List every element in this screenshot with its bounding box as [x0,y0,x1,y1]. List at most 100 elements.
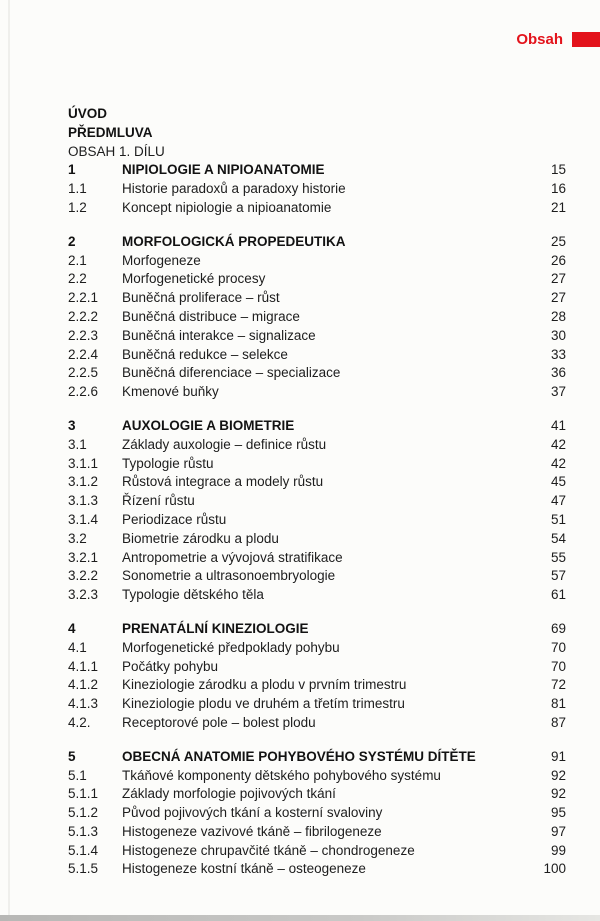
toc-row: 3 AUXOLOGIE A BIOMETRIE 41 [68,417,566,436]
toc-row-page-number: 21 [550,199,566,215]
toc-row-page-number: 55 [550,549,566,565]
toc-row-title: Buněčná redukce – selekce [122,346,288,362]
toc-row-page-number: 28 [550,308,566,324]
toc-row: 5.1.2 Původ pojivových tkání a kosterní s… [68,804,566,823]
toc-row-number: 2.2.6 [68,384,99,400]
toc-row-page-number: 51 [550,511,566,527]
toc-row-title: Počátky pohybu [122,658,219,674]
toc-row-page-number: 42 [550,436,566,452]
toc-row-number: 2.2.4 [68,346,99,362]
toc-row: 5.1.5 Histogeneze kostní tkáně – osteogen… [68,860,566,879]
toc-row-title: Historie paradoxů a paradoxy historie [122,181,346,197]
toc-row-title: Periodizace růstu [122,511,227,527]
toc-row: 1.2 Koncept nipiologie a nipioanatomie 21 [68,199,566,218]
toc-row: 2.2 Morfogenetické procesy 27 [68,270,566,289]
toc-row-number: 4.1.1 [68,658,99,674]
toc-row-number: 2.2.2 [68,308,99,324]
toc-row-title: OBECNÁ ANATOMIE POHYBOVÉHO SYSTÉMU DÍTĚT… [122,748,476,764]
toc-row-page-number: 30 [550,327,566,343]
toc-row: 3.1.2 Růstová integrace a modely růstu 45 [68,473,566,492]
toc-row-page-number: 81 [550,696,566,712]
toc-row-title: Kmenové buňky [122,384,219,400]
toc-row-title: MORFOLOGICKÁ PROPEDEUTIKA [122,233,346,249]
toc-row-page-number: 26 [550,252,566,268]
toc-row-page-number: 54 [550,530,566,546]
toc-row: 2.2.1 Buněčná proliferace – růst 27 [68,289,566,308]
toc-row-number: 5.1.5 [68,861,99,877]
toc-row-title: Histogeneze chrupavčité tkáně – chondrog… [122,842,415,858]
scan-left-edge [8,0,10,921]
toc-row: 1.1 Historie paradoxů a paradoxy historie… [68,180,566,199]
toc-row-title: Typologie dětského těla [122,587,264,603]
toc-row: 4 PRENATÁLNÍ KINEZIOLOGIE 69 [68,620,566,639]
toc-row-title: Receptorové pole – bolest plodu [122,714,316,730]
toc-row: 2.2.5 Buněčná diferenciace – specializace… [68,364,566,383]
toc-row-number: 5.1.3 [68,823,99,839]
toc-row-number: 3.2.3 [68,587,99,603]
toc-row: 5 OBECNÁ ANATOMIE POHYBOVÉHO SYSTÉMU DÍTĚ… [68,748,566,767]
toc-row-page-number: 37 [550,384,566,400]
toc-row: 2.2.3 Buněčná interakce – signalizace 30 [68,327,566,346]
toc-row: 2.2.6 Kmenové buňky 37 [68,383,566,402]
toc-row: 1 NIPIOLOGIE A NIPIOANATOMIE 15 [68,161,566,180]
toc-row-page-number: 87 [550,714,566,730]
toc-row-page-number: 70 [550,658,566,674]
toc-row: 3.2.2 Sonometrie a ultrasonoembryologie 57 [68,567,566,586]
toc-row-title: Histogeneze kostní tkáně – osteogeneze [122,861,366,877]
toc-row: 2.2.4 Buněčná redukce – selekce 33 [68,346,566,365]
toc-row-title: Sonometrie a ultrasonoembryologie [122,568,336,584]
toc-row-page-number: 27 [550,271,566,287]
toc-row-number: 5.1.4 [68,842,99,858]
toc-row-title: Buněčná proliferace – růst [122,290,280,306]
toc-row: 2.1 Morfogeneze 26 [68,252,566,271]
toc-row-title: AUXOLOGIE A BIOMETRIE [122,417,295,433]
toc-row: 3.1.4 Periodizace růstu 51 [68,511,566,530]
toc-row: 5.1.4 Histogeneze chrupavčité tkáně – cho… [68,842,566,861]
toc-row-title: Typologie růstu [122,455,214,471]
toc-row-title: PRENATÁLNÍ KINEZIOLOGIE [122,620,309,636]
toc-row: 2 MORFOLOGICKÁ PROPEDEUTIKA 25 [68,233,566,252]
toc-row-title: Buněčná diferenciace – specializace [122,365,341,381]
toc-section: 3 AUXOLOGIE A BIOMETRIE 41 3.1 Základy auxol… [68,417,566,605]
toc-row-title: Histogeneze vazivové tkáně – fibrilogene… [122,823,382,839]
toc-row-page-number: 57 [550,568,566,584]
toc-row-page-number: 27 [550,290,566,306]
toc-row-number: 3.1.2 [68,474,99,490]
toc-row-number: 3.2.2 [68,568,99,584]
toc-row-number: 3.1.3 [68,493,99,509]
toc-row-number: 3.1 [68,436,87,452]
toc-row-number: 5.1.2 [68,805,99,821]
toc-row: 2.2.2 Buněčná distribuce – migrace 28 [68,308,566,327]
toc-row: 3.1.3 Řízení růstu 47 [68,492,566,511]
toc-row-title: Růstová integrace a modely růstu [122,474,324,490]
toc-section: 4 PRENATÁLNÍ KINEZIOLOGIE 69 4.1 Morfogeneti… [68,620,566,733]
toc-row-title: Morfogeneze [122,252,201,268]
toc-sections: 1 NIPIOLOGIE A NIPIOANATOMIE 15 1.1 Historie… [68,161,566,879]
toc-row-title: Antropometrie a vývojová stratifikace [122,549,343,565]
toc-row-title: Buněčná distribuce – migrace [122,308,300,324]
toc-row-number: 3.2.1 [68,549,99,565]
toc-row-title: Kineziologie plodu ve druhém a třetím tr… [122,696,405,712]
toc-row-number: 1.2 [68,199,87,215]
toc-row: 3.2.1 Antropometrie a vývojová stratifika… [68,549,566,568]
toc-row-number: 1.1 [68,181,87,197]
toc-row-page-number: 92 [550,786,566,802]
toc-row-title: Koncept nipiologie a nipioanatomie [122,199,332,215]
toc-row-page-number: 61 [550,587,566,603]
toc-row: 4.1.2 Kineziologie zárodku a plodu v prvn… [68,676,566,695]
toc-row: 4.2. Receptorové pole – bolest plodu 87 [68,714,566,733]
toc-row-page-number: 72 [550,677,566,693]
toc-row-page-number: 92 [550,767,566,783]
toc-row-page-number: 15 [550,162,566,178]
toc-row-title: Původ pojivových tkání a kosterní svalov… [122,805,383,821]
toc-section: 1 NIPIOLOGIE A NIPIOANATOMIE 15 1.1 Historie… [68,161,566,217]
toc-row-page-number: 70 [550,639,566,655]
toc-row-number: 5 [68,748,76,764]
red-corner-tab [572,32,600,47]
toc-row-number: 3 [68,417,76,433]
toc-row: 4.1 Morfogenetické předpoklady pohybu 70 [68,639,566,658]
toc-row-page-number: 47 [550,493,566,509]
toc-row-page-number: 100 [543,861,566,877]
intro-line: PŘEDMLUVA [68,124,153,140]
toc-row-page-number: 33 [550,346,566,362]
